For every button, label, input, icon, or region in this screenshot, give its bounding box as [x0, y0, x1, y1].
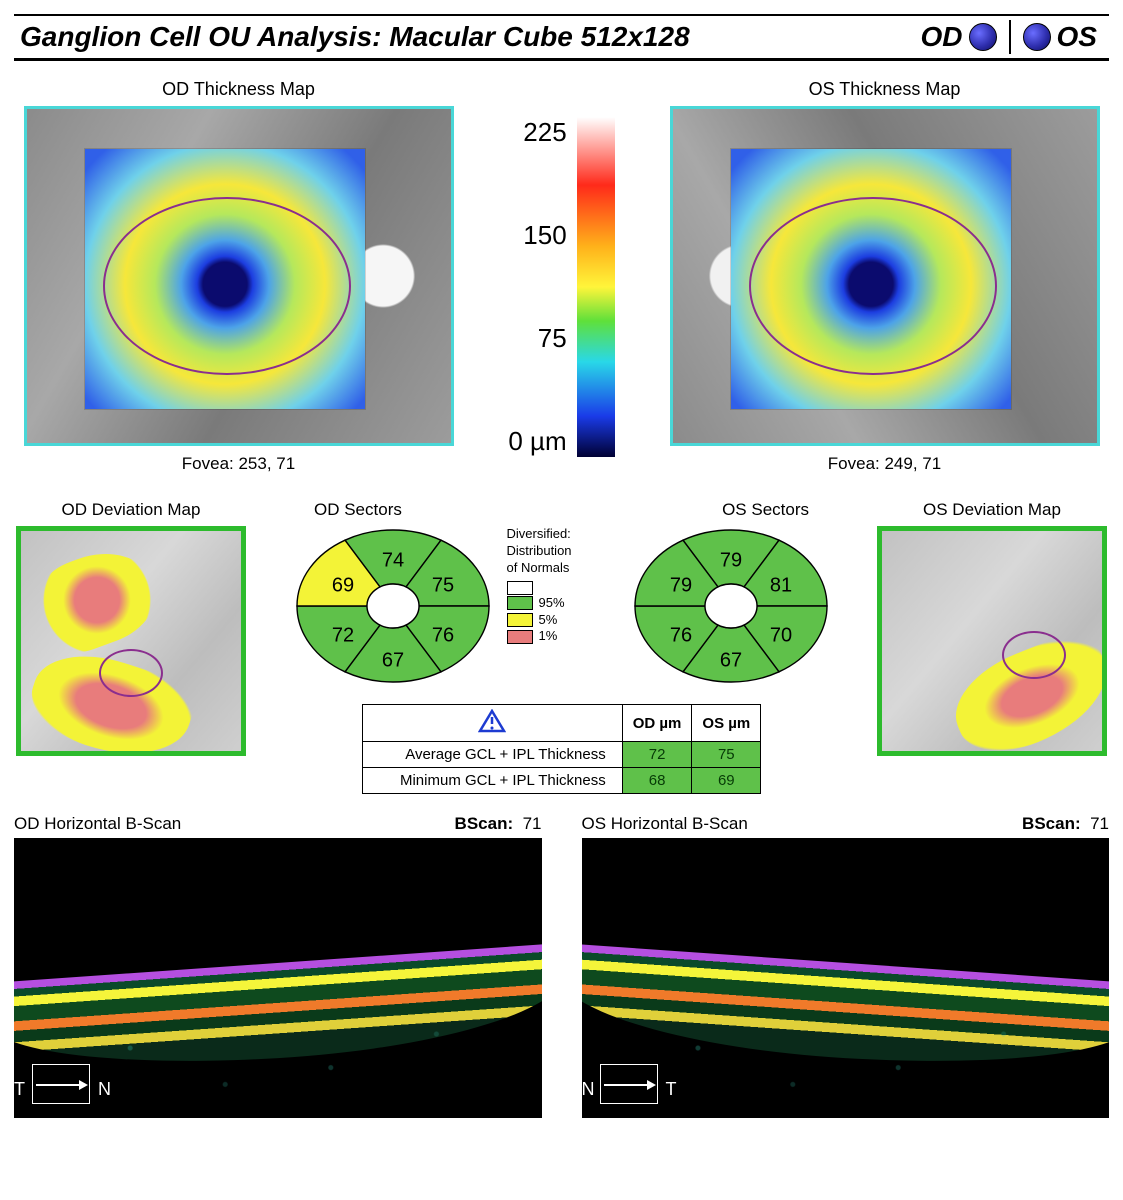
- os-eye-icon: [1023, 23, 1051, 51]
- summary-row-label: Average GCL + IPL Thickness: [362, 742, 622, 768]
- od-fovea-coords: Fovea: 253, 71: [24, 454, 454, 474]
- scale-tick: 150: [508, 220, 566, 251]
- summary-warning-cell: [362, 705, 622, 742]
- os-bscan-right-letter: T: [666, 1079, 677, 1100]
- report-title: Ganglion Cell OU Analysis: Macular Cube …: [20, 21, 915, 53]
- os-bscan-image: N T: [582, 838, 1110, 1118]
- legend-level: 1%: [539, 628, 558, 645]
- od-bscan-left-letter: T: [14, 1079, 25, 1100]
- os-deviation-title: OS Deviation Map: [877, 500, 1107, 520]
- summary-row-od: 68: [622, 768, 692, 794]
- sector-value: 79: [719, 549, 741, 571]
- bscan-row: OD Horizontal B-Scan BScan: 71 T N OS Ho…: [14, 814, 1109, 1118]
- od-deviation-ellipse: [99, 649, 163, 697]
- middle-row: OD Deviation Map OD Sectors OS Sectors 7…: [14, 500, 1109, 794]
- legend-swatch-white: [507, 581, 533, 595]
- summary-row-os: 69: [692, 768, 761, 794]
- od-bscan-num: 71: [523, 814, 542, 833]
- os-bscan-left-letter: N: [582, 1079, 595, 1100]
- summary-row-label: Minimum GCL + IPL Thickness: [362, 768, 622, 794]
- od-label: OD: [921, 21, 963, 53]
- legend-level: 5%: [539, 612, 558, 629]
- summary-row-od: 72: [622, 742, 692, 768]
- os-thickness-panel: OS Thickness Map Fovea: 249, 71: [670, 79, 1100, 474]
- summary-row: Minimum GCL + IPL Thickness 68 69: [362, 768, 760, 794]
- od-thickness-title: OD Thickness Map: [24, 79, 454, 100]
- os-thickness-ellipse: [749, 197, 997, 375]
- od-sectors-title: OD Sectors: [314, 500, 402, 520]
- od-bscan-image: T N: [14, 838, 542, 1118]
- summary-row: Average GCL + IPL Thickness 72 75: [362, 742, 760, 768]
- os-sectors-title: OS Sectors: [722, 500, 809, 520]
- sector-value: 74: [381, 549, 403, 571]
- os-thickness-title: OS Thickness Map: [670, 79, 1100, 100]
- os-label: OS: [1057, 21, 1097, 53]
- od-thickness-ellipse: [103, 197, 351, 375]
- legend-level: 95%: [539, 595, 565, 612]
- os-bscan-title: OS Horizontal B-Scan: [582, 814, 748, 834]
- od-bscan-right-letter: N: [98, 1079, 111, 1100]
- distribution-legend: Diversified: Distribution of Normals 95%…: [507, 526, 617, 645]
- sector-value: 76: [669, 624, 691, 646]
- od-deviation-panel: OD Deviation Map: [16, 500, 246, 756]
- od-sectors-chart: 74 75 76 67 72 69: [293, 526, 493, 686]
- scale-ticks: 225 150 75 0 µm: [508, 117, 576, 457]
- bscan-speckle: [582, 838, 1110, 1118]
- sector-value: 69: [331, 574, 353, 596]
- od-thickness-map: [24, 106, 454, 446]
- eye-divider: [1009, 20, 1011, 54]
- sectors-and-summary: OD Sectors OS Sectors 747576677269 Diver…: [274, 500, 849, 794]
- od-bscan-label: BScan:: [455, 814, 514, 833]
- od-deviation-map: [16, 526, 246, 756]
- sector-center-hole: [367, 584, 419, 628]
- legend-swatch-yellow: [507, 613, 533, 627]
- os-bscan-label: BScan:: [1022, 814, 1081, 833]
- od-bscan-panel: OD Horizontal B-Scan BScan: 71 T N: [14, 814, 542, 1118]
- summary-header-od: OD µm: [622, 705, 692, 742]
- scale-tick: 75: [508, 323, 566, 354]
- legend-title: Diversified: Distribution of Normals: [507, 526, 617, 577]
- od-bscan-title: OD Horizontal B-Scan: [14, 814, 181, 834]
- sector-value: 72: [331, 624, 353, 646]
- os-bscan-panel: OS Horizontal B-Scan BScan: 71 N T: [582, 814, 1110, 1118]
- os-tn-arrow-icon: [604, 1084, 654, 1086]
- summary-header-os: OS µm: [692, 705, 761, 742]
- sector-value: 79: [669, 574, 691, 596]
- legend-swatch-green: [507, 596, 533, 610]
- thickness-scale: 225 150 75 0 µm: [482, 79, 642, 474]
- od-eye-icon: [969, 23, 997, 51]
- os-deviation-ellipse: [1002, 631, 1066, 679]
- title-bar: Ganglion Cell OU Analysis: Macular Cube …: [14, 14, 1109, 61]
- sector-value: 76: [431, 624, 453, 646]
- summary-row-os: 75: [692, 742, 761, 768]
- os-bscan-num: 71: [1090, 814, 1109, 833]
- os-sectors-chart: 79 81 70 67 76 79: [631, 526, 831, 686]
- sector-center-hole: [705, 584, 757, 628]
- bscan-speckle: [14, 838, 542, 1118]
- legend-swatch-red: [507, 630, 533, 644]
- summary-table: OD µm OS µm Average GCL + IPL Thickness …: [362, 704, 761, 794]
- scale-tick: 0 µm: [508, 426, 566, 457]
- od-thickness-panel: OD Thickness Map Fovea: 253, 71: [24, 79, 454, 474]
- thickness-row: OD Thickness Map Fovea: 253, 71 225 150 …: [14, 79, 1109, 474]
- scale-tick: 225: [508, 117, 566, 148]
- sector-value: 75: [431, 574, 453, 596]
- os-deviation-map: [877, 526, 1107, 756]
- od-deviation-blob: [25, 537, 169, 663]
- sector-value: 70: [769, 624, 791, 646]
- os-fovea-coords: Fovea: 249, 71: [670, 454, 1100, 474]
- od-deviation-title: OD Deviation Map: [16, 500, 246, 520]
- os-thickness-map: [670, 106, 1100, 446]
- od-tn-arrow-icon: [36, 1084, 86, 1086]
- scale-colorbar: [577, 117, 615, 457]
- warning-icon: [478, 709, 506, 733]
- sector-value: 67: [381, 649, 403, 671]
- sector-value: 67: [719, 649, 741, 671]
- sector-value: 81: [769, 574, 791, 596]
- os-deviation-panel: OS Deviation Map: [877, 500, 1107, 756]
